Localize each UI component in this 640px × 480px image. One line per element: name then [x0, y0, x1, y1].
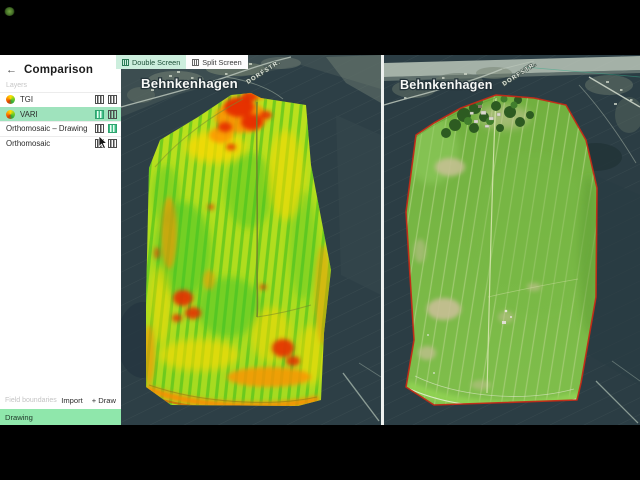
- field-boundaries-bar: Field boundaries Import + Draw: [0, 392, 121, 409]
- layers-heading: Layers: [6, 82, 28, 89]
- vari-heatmap-field: [146, 93, 331, 406]
- draw-button[interactable]: + Draw: [91, 396, 116, 405]
- field-boundary-polygon[interactable]: [405, 94, 598, 406]
- layer-row-orthomosaic-drawing[interactable]: Orthomosaic – Drawing: [0, 121, 121, 136]
- layer-row-vari[interactable]: VARI: [0, 106, 121, 121]
- layer-label: TGI: [20, 95, 33, 105]
- page-title: Comparison: [24, 64, 94, 76]
- farm-buildings: [469, 110, 501, 128]
- field-structures: [427, 309, 512, 374]
- show-left-panel-icon[interactable]: [95, 95, 104, 105]
- mouse-cursor: [98, 135, 108, 150]
- split-screen-button[interactable]: Split Screen: [186, 55, 248, 69]
- map-canvas-vari[interactable]: Behnkenhagen DORFSTR.: [121, 55, 381, 425]
- orthomosaic-field: [406, 95, 597, 405]
- split-screen-label: Split Screen: [202, 57, 242, 67]
- panel-divider: [381, 55, 384, 425]
- field-boundaries-label: Field boundaries: [5, 397, 57, 404]
- map-place-label: Behnkenhagen: [400, 78, 493, 92]
- layer-label: VARI: [20, 109, 38, 119]
- map-panel-left[interactable]: Behnkenhagen DORFSTR.: [121, 55, 381, 425]
- show-right-panel-icon[interactable]: [108, 109, 117, 119]
- layer-row-tgi[interactable]: TGI: [0, 92, 121, 107]
- import-button[interactable]: Import: [61, 396, 83, 405]
- double-screen-label: Double Screen: [132, 57, 181, 67]
- map-place-label: Behnkenhagen: [141, 76, 238, 91]
- layer-thumbnail-icon: [6, 109, 15, 119]
- split-screen-icon: [192, 58, 200, 66]
- show-right-panel-icon[interactable]: [108, 124, 117, 134]
- boundary-item-label: Drawing: [5, 412, 33, 422]
- layer-label: Orthomosaic – Drawing: [6, 124, 88, 134]
- player-logo-icon: [4, 7, 15, 16]
- roads-overlay: [595, 360, 640, 424]
- comparison-sidebar: ← Comparison Layers TGI VARI Orthomosaic…: [0, 55, 121, 425]
- show-left-panel-icon[interactable]: [95, 109, 104, 119]
- double-screen-button[interactable]: Double Screen: [116, 55, 187, 69]
- show-right-panel-icon[interactable]: [108, 138, 117, 148]
- map-canvas-orthomosaic[interactable]: Behnkenhagen DORFSTR.: [384, 55, 640, 425]
- back-arrow-icon[interactable]: ←: [6, 63, 17, 76]
- double-screen-icon: [122, 58, 129, 66]
- view-mode-toolbar: Double Screen Split Screen: [116, 55, 248, 69]
- layer-thumbnail-icon: [6, 95, 15, 105]
- show-right-panel-icon[interactable]: [108, 95, 117, 105]
- map-panel-right[interactable]: Behnkenhagen DORFSTR.: [384, 55, 640, 425]
- boundary-item-drawing[interactable]: Drawing: [0, 409, 121, 425]
- sidebar-header: ← Comparison: [0, 55, 121, 82]
- roads-overlay: [342, 362, 381, 422]
- layer-label: Orthomosaic: [6, 138, 51, 148]
- farmstead-trees: [441, 95, 534, 138]
- show-left-panel-icon[interactable]: [95, 124, 104, 134]
